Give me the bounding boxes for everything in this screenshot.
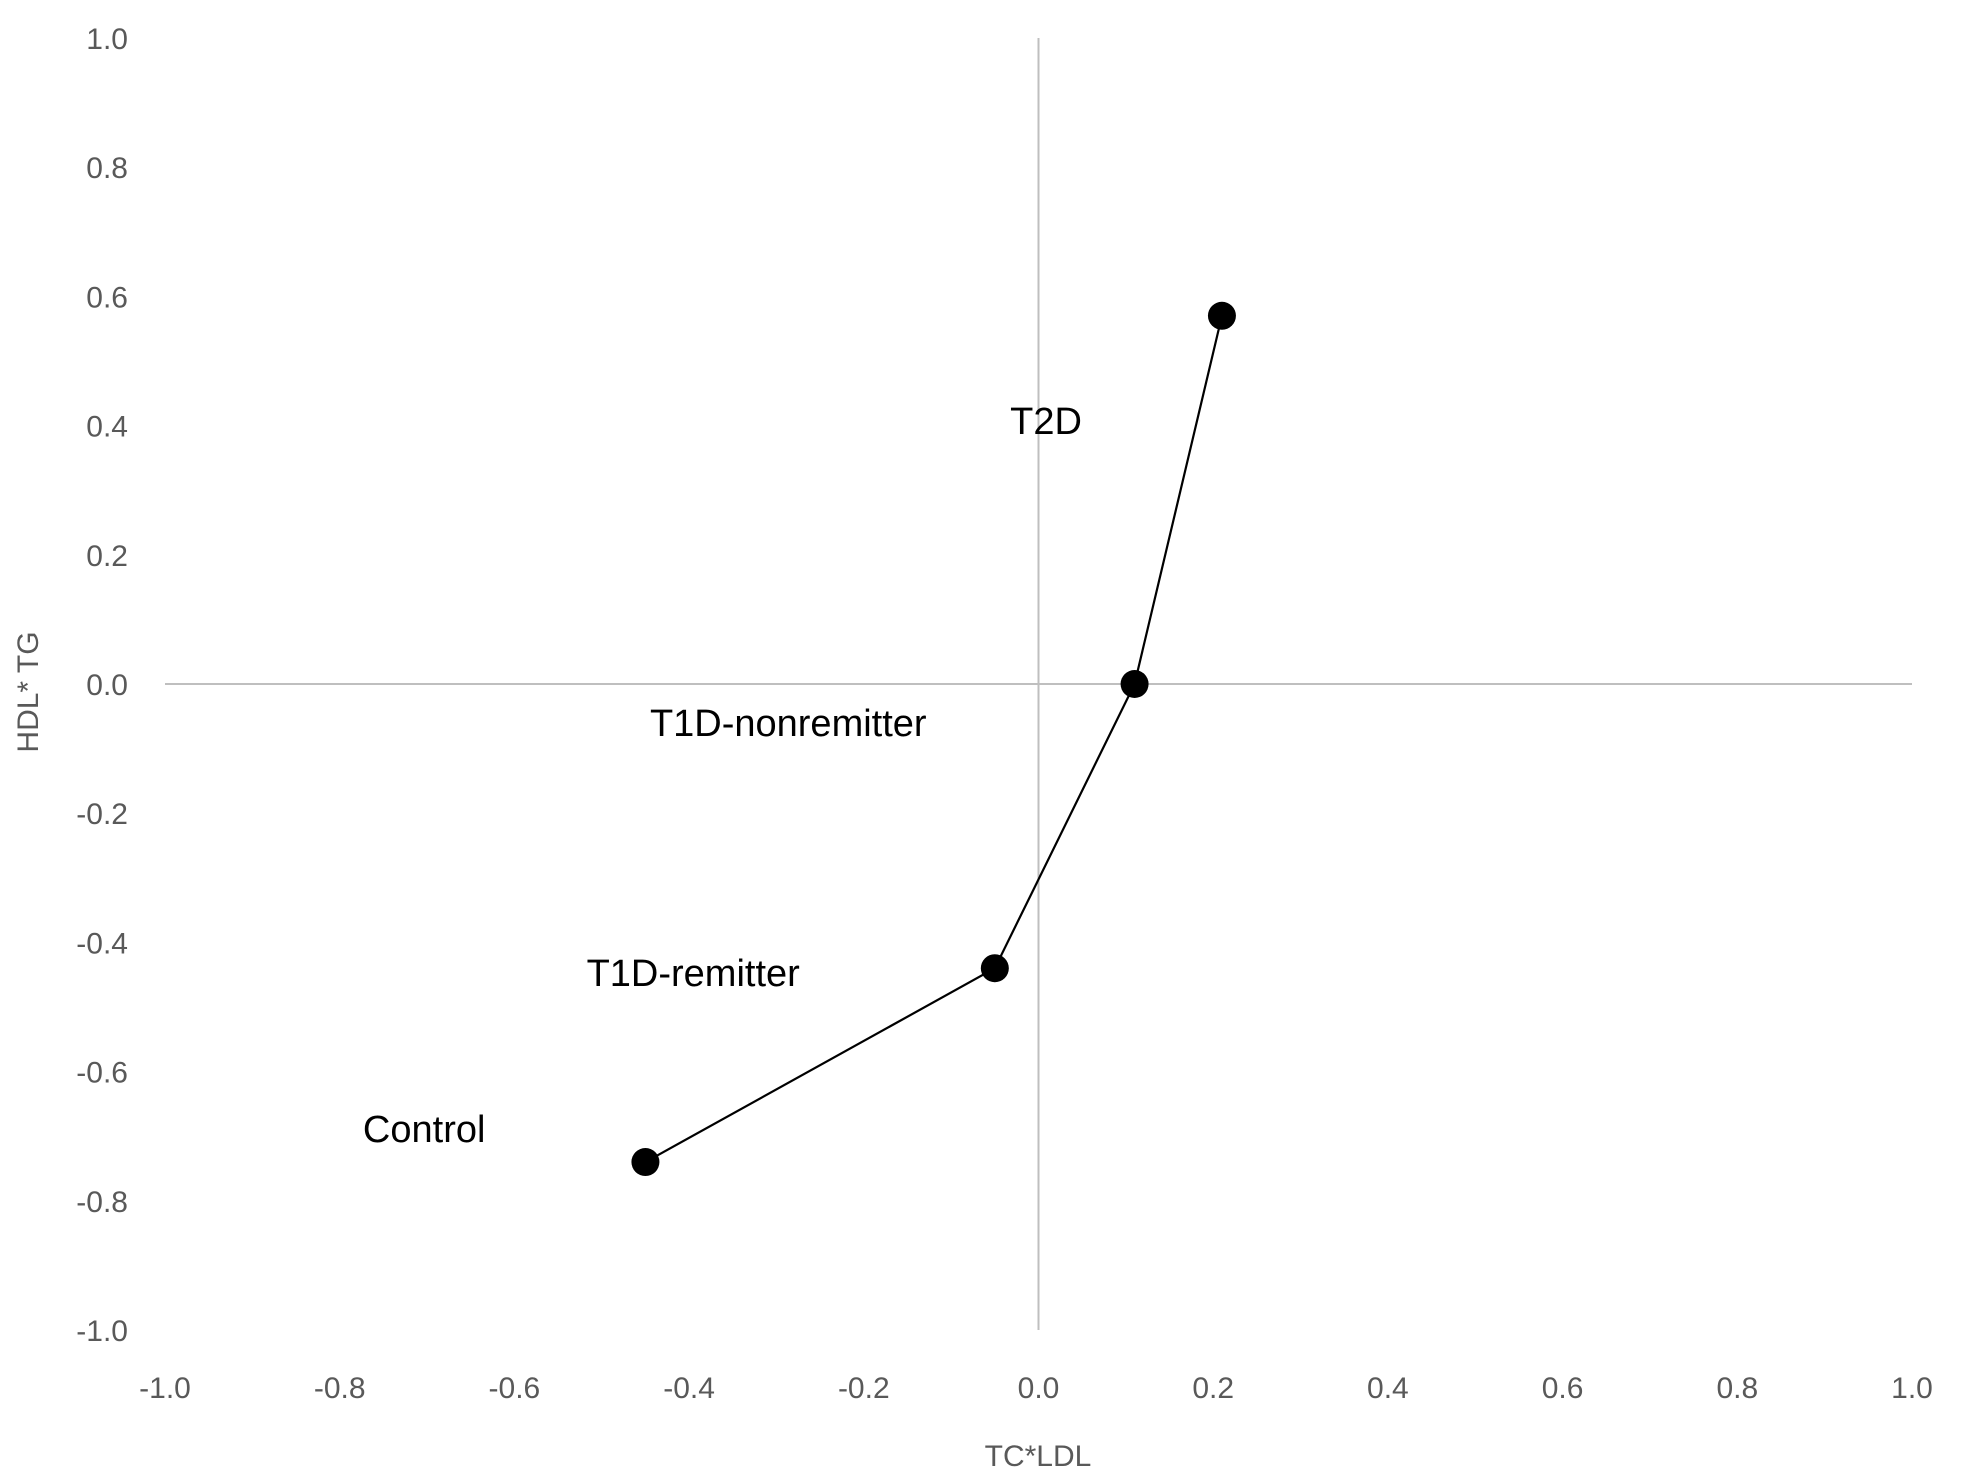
y-tick-label: -0.4: [76, 927, 128, 960]
series: [631, 301, 1236, 1177]
x-tick-label: 0.8: [1716, 1372, 1758, 1405]
y-tick-labels: 1.0 0.8 0.6 0.4 0.2 0.0 -0.2 -0.4 -0.6 -0.8 -1.0: [76, 23, 128, 1348]
x-tick-label: -1.0: [139, 1372, 191, 1405]
y-tick-label: -0.6: [76, 1057, 128, 1090]
point-labels: Control T1D-remitter T1D-nonremitter T2D: [363, 401, 1082, 1151]
point-label-control: Control: [363, 1109, 486, 1151]
y-tick-label: -0.2: [76, 798, 128, 831]
x-tick-label: -0.6: [489, 1372, 541, 1405]
y-tick-label: 0.2: [86, 540, 128, 573]
x-tick-label: 0.4: [1367, 1372, 1409, 1405]
point-label-t1d-nonremitter: T1D-nonremitter: [650, 703, 927, 745]
x-tick-label: -0.2: [838, 1372, 890, 1405]
point-label-t1d-remitter: T1D-remitter: [587, 953, 801, 995]
x-tick-label: -0.8: [314, 1372, 366, 1405]
y-tick-label: 0.4: [86, 411, 128, 444]
x-tick-label: 0.6: [1542, 1372, 1584, 1405]
y-tick-label: 0.8: [86, 152, 128, 185]
y-tick-label: 0.6: [86, 281, 128, 314]
data-point-control: [631, 1148, 660, 1177]
x-axis-title: TC*LDL: [985, 1440, 1092, 1473]
series-line: [644, 315, 1224, 1164]
y-tick-label: -0.8: [76, 1186, 128, 1219]
y-axis-title: HDL* TG: [12, 631, 45, 752]
x-tick-labels: -1.0 -0.8 -0.6 -0.4 -0.2 0.0 0.2 0.4 0.6 0.8 1.0: [139, 1372, 1933, 1405]
axes: [165, 38, 1912, 1330]
data-point-t1d-remitter: [980, 954, 1009, 983]
x-tick-label: 1.0: [1891, 1372, 1933, 1405]
x-tick-label: 0.2: [1192, 1372, 1234, 1405]
data-point-t1d-nonremitter: [1120, 670, 1149, 698]
point-label-t2d: T2D: [1010, 401, 1082, 443]
x-tick-label: -0.4: [663, 1372, 715, 1405]
x-tick-label: 0.0: [1018, 1372, 1060, 1405]
y-tick-label: 1.0: [86, 23, 128, 56]
data-point-t2d: [1207, 301, 1236, 330]
y-tick-label: 0.0: [86, 669, 128, 702]
y-tick-label: -1.0: [76, 1315, 128, 1348]
